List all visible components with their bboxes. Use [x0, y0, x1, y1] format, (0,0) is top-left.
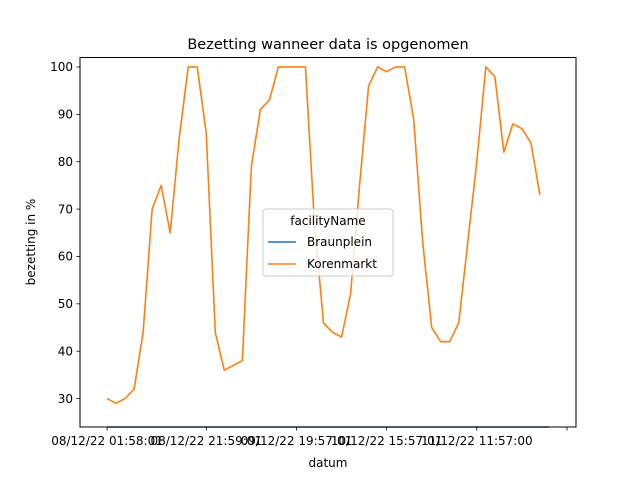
y-tick-label: 50	[58, 297, 73, 311]
y-tick-label: 90	[58, 108, 73, 122]
y-tick-label: 60	[58, 250, 73, 264]
x-axis-label: datum	[309, 456, 348, 470]
x-tick-label: 08/12/22 01:58:01	[51, 434, 163, 448]
legend-label-braunplein: Braunplein	[307, 235, 372, 249]
y-axis-label: bezetting in %	[24, 199, 38, 286]
y-tick-label: 100	[50, 60, 73, 74]
legend-box	[262, 208, 394, 277]
y-tick-label: 30	[58, 392, 73, 406]
x-tick-label: 09/12/22 19:57:01	[241, 434, 353, 448]
axes-frame	[79, 57, 577, 428]
y-tick-label: 40	[58, 344, 73, 358]
chart-title: Bezetting wanneer data is opgenomen	[187, 37, 468, 53]
y-tick-label: 80	[58, 155, 73, 169]
legend-label-korenmarkt: Korenmarkt	[307, 257, 377, 271]
y-tick-label: 70	[58, 202, 73, 216]
x-tick-label: 11/12/22 11:57:00	[421, 434, 533, 448]
legend-title: facilityName	[290, 214, 365, 228]
x-tick-label: 10/12/22 15:57:01	[331, 434, 443, 448]
legend: facilityName Braunplein Korenmarkt	[262, 208, 394, 277]
series-line-korenmarkt	[106, 66, 541, 405]
axes: 30 40 50 60 70 80 90 100 08/12/22 01:58:0108/12/…	[50, 60, 568, 448]
x-tick-label: 08/12/22 21:59:01	[150, 434, 262, 448]
